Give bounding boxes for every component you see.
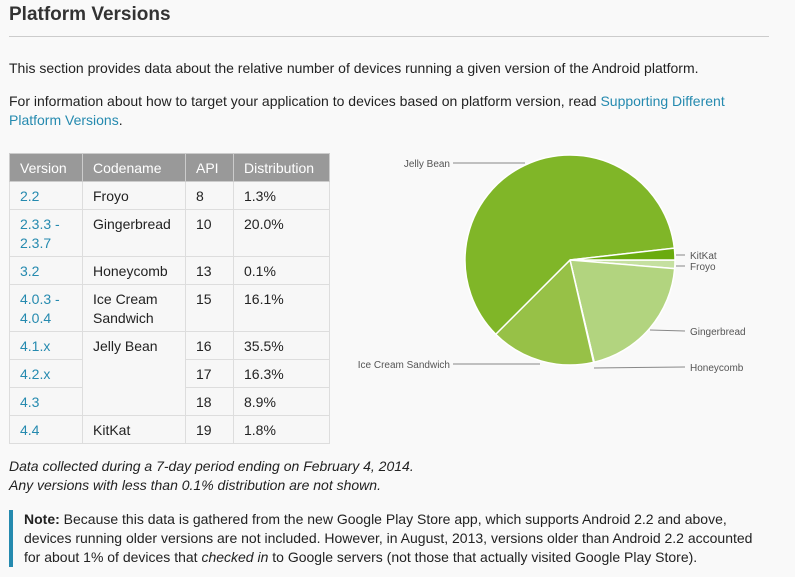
api: 17 <box>185 359 234 388</box>
version-link[interactable]: 4.3 <box>9 387 83 416</box>
pie-label: Honeycomb <box>690 363 744 374</box>
table-header: Version Codename API Distribution <box>9 153 330 182</box>
distribution-pie-chart: Froyo Gingerbread Honeycomb Ice Cream Sandw… <box>358 154 746 374</box>
version-link[interactable]: 4.1.x <box>9 331 83 360</box>
codename: KitKat <box>82 415 186 444</box>
pie-label: Gingerbread <box>690 327 746 338</box>
distribution: 20.0% <box>233 209 330 257</box>
version-link[interactable]: 3.2 <box>9 256 83 285</box>
api: 19 <box>185 415 234 444</box>
pie-slice-ice-cream-sandwich <box>494 258 595 366</box>
table-row: 3.2 Honeycomb 13 0.1% <box>9 256 330 285</box>
distribution: 0.1% <box>233 256 330 285</box>
label-leader-line <box>649 329 686 332</box>
intro-text: This section provides data about the rel… <box>9 60 699 76</box>
note-box: Note: Because this data is gathered from… <box>9 510 764 567</box>
version-link[interactable]: 4.4 <box>9 415 83 444</box>
codename: Honeycomb <box>82 256 186 285</box>
codename: Gingerbread <box>82 209 186 257</box>
pie-label: Froyo <box>690 262 716 273</box>
col-distribution: Distribution <box>233 153 330 182</box>
pie-label: Jelly Bean <box>404 159 450 170</box>
version-link[interactable]: 4.0.3 - 4.0.4 <box>9 284 83 332</box>
table-row: 4.2.x 17 16.3% <box>9 359 330 388</box>
pie-label: Ice Cream Sandwich <box>358 360 450 371</box>
api: 13 <box>185 256 234 285</box>
pie-slice-jelly-bean <box>464 154 676 336</box>
pie-slice-gingerbread <box>569 259 676 364</box>
api: 15 <box>185 284 234 332</box>
table-row: 4.1.x Jelly Bean 16 35.5% <box>9 331 330 416</box>
distribution: 35.5% <box>233 331 330 360</box>
api: 8 <box>185 181 234 210</box>
footer-date: Data collected during a 7-day period end… <box>9 458 414 474</box>
page-title: Platform Versions <box>9 4 171 25</box>
version-link[interactable]: 2.2 <box>9 181 83 210</box>
label-leader-line <box>593 366 686 369</box>
versions-table: Version Codename API Distribution 2.2 Fro… <box>9 153 330 444</box>
table-row: 4.0.3 - 4.0.4 Ice Cream Sandwich 15 16.1% <box>9 284 330 332</box>
footer-threshold: Any versions with less than 0.1% distrib… <box>9 477 381 493</box>
divider <box>9 36 769 37</box>
codename: Ice Cream Sandwich <box>82 284 186 332</box>
supporting-versions-link[interactable]: Supporting Different Platform Versions <box>9 93 725 128</box>
table-row: 4.4 KitKat 19 1.8% <box>9 415 330 444</box>
codename: Froyo <box>82 181 186 210</box>
distribution: 1.8% <box>233 415 330 444</box>
api: 16 <box>185 331 234 360</box>
info-text: For information about how to target your… <box>9 93 725 128</box>
codename: Jelly Bean <box>82 331 186 416</box>
pie-label: KitKat <box>690 251 717 262</box>
pie-slice-kitkat <box>569 247 676 261</box>
